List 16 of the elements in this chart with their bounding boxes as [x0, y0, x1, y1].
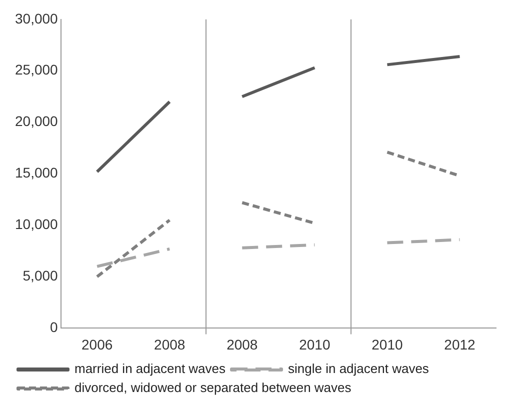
y-tick-label: 5,000	[22, 268, 58, 284]
legend-label: single in adjacent waves	[288, 361, 430, 376]
y-tick-label: 25,000	[14, 62, 58, 78]
y-tick-label: 30,000	[14, 10, 58, 26]
legend-label: divorced, widowed or separated between waves	[74, 380, 352, 396]
x-tick-label: 2010	[372, 336, 403, 352]
x-tick-label: 2008	[154, 336, 186, 352]
x-tick-label: 2008	[226, 336, 258, 352]
y-tick-label: 20,000	[14, 113, 58, 130]
y-tick-label: 0	[50, 319, 58, 336]
x-tick-label: 2010	[299, 336, 330, 352]
x-tick-label: 2006	[82, 336, 113, 352]
legend-label: married in adjacent waves	[74, 361, 226, 376]
y-tick-label: 15,000	[14, 164, 58, 181]
x-tick-label: 2012	[444, 336, 476, 352]
y-tick-label: 10,000	[14, 216, 58, 232]
